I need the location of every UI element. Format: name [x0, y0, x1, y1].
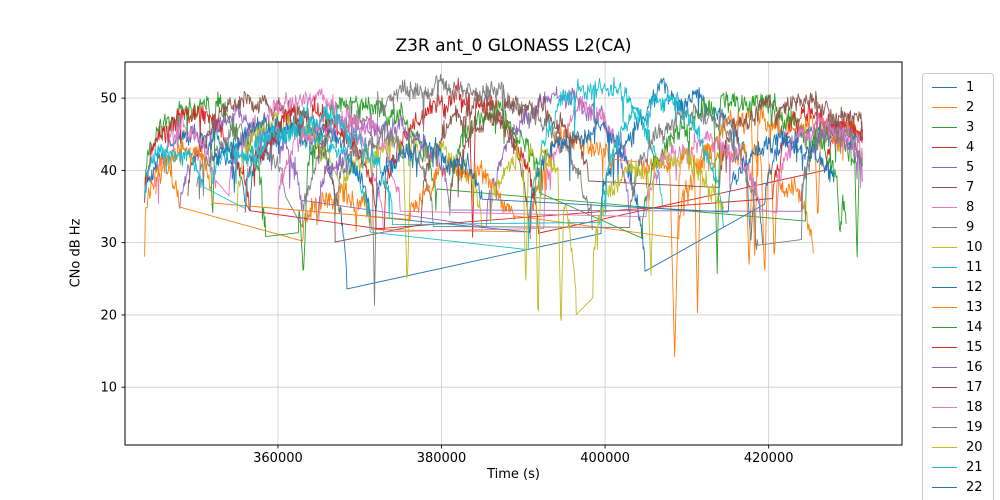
legend-item-8: 8: [923, 197, 993, 217]
legend-item-19: 19: [923, 417, 993, 437]
legend-item-10: 10: [923, 237, 993, 257]
legend-line-sample: [932, 126, 957, 128]
series-line-17: [449, 90, 863, 204]
series-line-8: [154, 88, 634, 233]
legend-item-label: 15: [966, 339, 983, 355]
x-axis-label: Time (s): [487, 467, 540, 482]
legend-item-13: 13: [923, 297, 993, 317]
legend-item-label: 22: [966, 479, 983, 495]
legend-item-17: 17: [923, 377, 993, 397]
legend-line-sample: [932, 186, 957, 188]
y-tick-label: 10: [100, 381, 117, 396]
legend-item-22: 22: [923, 477, 993, 497]
legend-line-sample: [932, 106, 957, 108]
legend-line-sample: [932, 146, 957, 148]
legend-item-21: 21: [923, 457, 993, 477]
legend-item-label: 13: [966, 299, 983, 315]
legend-line-sample: [932, 346, 957, 348]
legend-line-sample: [932, 246, 957, 248]
legend-item-7: 7: [923, 177, 993, 197]
legend-item-label: 16: [966, 359, 983, 375]
legend-item-1: 1: [923, 77, 993, 97]
legend-line-sample: [932, 266, 957, 268]
legend-item-label: 2: [966, 99, 975, 115]
legend-item-18: 18: [923, 397, 993, 417]
legend-item-label: 9: [966, 219, 975, 235]
legend-item-label: 19: [966, 419, 983, 435]
series-line-21: [144, 91, 724, 228]
legend-item-label: 10: [966, 239, 983, 255]
legend-item-5: 5: [923, 157, 993, 177]
legend-line-sample: [932, 306, 957, 308]
legend-item-3: 3: [923, 117, 993, 137]
legend-item-11: 11: [923, 257, 993, 277]
legend: 1 2 3 4 5 7 8 9 10 11 12 13 14 15 16 17 18 19 20 21 22: [922, 73, 994, 500]
legend-item-14: 14: [923, 317, 993, 337]
legend-line-sample: [932, 446, 957, 448]
legend-item-label: 3: [966, 119, 975, 135]
legend-line-sample: [932, 206, 957, 208]
legend-item-16: 16: [923, 357, 993, 377]
series-line-2: [144, 123, 814, 358]
legend-item-label: 1: [966, 79, 975, 95]
x-tick-label: 360000: [253, 451, 303, 466]
legend-item-label: 12: [966, 279, 983, 295]
series-line-4: [144, 77, 863, 238]
legend-item-label: 21: [966, 459, 983, 475]
legend-line-sample: [932, 326, 957, 328]
chart-title: Z3R ant_0 GLONASS L2(CA): [395, 36, 632, 56]
legend-line-sample: [932, 426, 957, 428]
series-line-14: [449, 91, 847, 274]
y-axis-label: CNo dB Hz: [68, 218, 84, 288]
y-tick-label: 30: [100, 236, 117, 251]
legend-item-label: 18: [966, 399, 983, 415]
legend-line-sample: [932, 406, 957, 408]
legend-item-label: 14: [966, 319, 983, 335]
legend-item-9: 9: [923, 217, 993, 237]
legend-item-4: 4: [923, 137, 993, 157]
legend-item-label: 4: [966, 139, 975, 155]
series-line-10: [236, 111, 483, 279]
legend-line-sample: [932, 226, 957, 228]
legend-item-20: 20: [923, 437, 993, 457]
legend-line-sample: [932, 166, 957, 168]
legend-item-label: 8: [966, 199, 975, 215]
legend-line-sample: [932, 286, 957, 288]
legend-line-sample: [932, 366, 957, 368]
legend-item-label: 7: [966, 179, 975, 195]
x-tick-label: 420000: [744, 451, 794, 466]
legend-line-sample: [932, 466, 957, 468]
series-line-20: [490, 143, 725, 321]
x-tick-label: 400000: [580, 451, 630, 466]
legend-item-2: 2: [923, 97, 993, 117]
series-line-18: [277, 103, 864, 219]
x-tick-label: 380000: [417, 451, 467, 466]
legend-item-label: 11: [966, 259, 983, 275]
legend-item-label: 20: [966, 439, 983, 455]
legend-item-label: 17: [966, 379, 983, 395]
series-line-22: [375, 125, 835, 213]
legend-line-sample: [932, 86, 957, 88]
series-line-15: [244, 96, 863, 230]
legend-item-12: 12: [923, 277, 993, 297]
legend-item-15: 15: [923, 337, 993, 357]
y-tick-label: 40: [100, 164, 117, 179]
y-tick-label: 50: [100, 92, 117, 107]
legend-line-sample: [932, 386, 957, 388]
legend-line-sample: [932, 486, 957, 488]
legend-item-label: 5: [966, 159, 975, 175]
plot-border: [124, 61, 903, 446]
y-tick-label: 20: [100, 308, 117, 323]
